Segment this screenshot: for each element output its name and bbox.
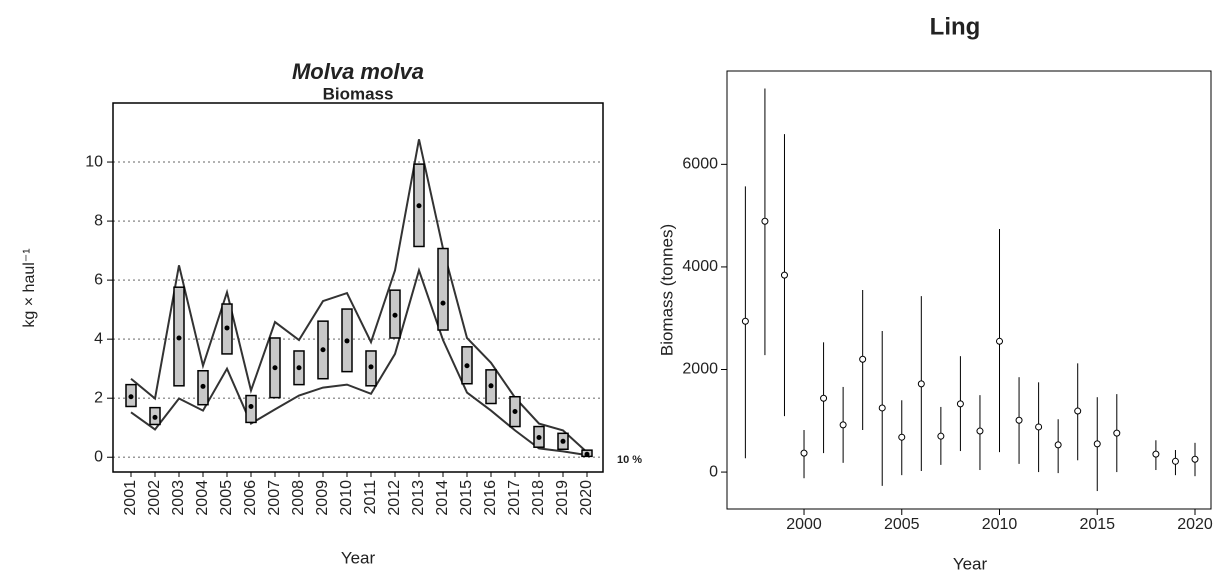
x-tick-label: 2015	[458, 480, 475, 516]
y-tick-label: 4	[94, 330, 103, 347]
point	[584, 451, 590, 457]
plot-frame	[726, 70, 1212, 510]
point	[176, 335, 182, 341]
point	[416, 203, 422, 209]
point	[780, 271, 788, 279]
x-tick-label: 2013	[410, 480, 427, 516]
x-tick-label: 2004	[194, 480, 211, 516]
upper-line	[130, 139, 588, 453]
point	[440, 300, 446, 306]
x-tick-label: 2019	[554, 480, 571, 516]
x-tick-label: 2010	[338, 480, 355, 516]
point	[488, 383, 494, 389]
point	[128, 394, 134, 400]
point	[1171, 457, 1179, 465]
x-tick-label: 2011	[362, 480, 379, 515]
x-tick-label: 2002	[146, 480, 163, 516]
x-tick-label: 2016	[482, 480, 499, 516]
x-tick-label: 2018	[530, 480, 547, 516]
y-tick-label: 6	[94, 271, 103, 288]
x-tick-label: 2015	[1079, 516, 1115, 533]
y-tick-label: 2	[94, 389, 103, 406]
point	[956, 400, 964, 408]
x-axis-label: Year	[341, 548, 376, 567]
point	[1074, 407, 1082, 415]
point	[917, 380, 925, 388]
point	[464, 363, 470, 369]
point	[224, 325, 230, 331]
x-tick-label: 2000	[786, 516, 822, 533]
y-tick-label: 10	[85, 153, 103, 170]
x-tick-label: 2014	[434, 480, 451, 516]
x-tick-label: 2005	[218, 480, 235, 516]
box	[245, 394, 257, 424]
point	[320, 347, 326, 353]
point	[272, 365, 278, 371]
chart-subtitle: Biomass	[323, 84, 394, 103]
point	[1191, 455, 1199, 463]
point	[1152, 450, 1160, 458]
point	[937, 432, 945, 440]
point	[392, 312, 398, 318]
point	[878, 404, 886, 412]
point	[152, 414, 158, 420]
x-tick-label: 2001	[122, 480, 139, 516]
y-axis-label: Biomass (tonnes)	[657, 224, 676, 356]
x-tick-label: 2006	[242, 480, 259, 516]
plot-frame	[112, 102, 604, 473]
point	[368, 364, 374, 370]
point	[344, 338, 350, 344]
point	[1054, 441, 1062, 449]
x-tick-label: 2020	[1177, 516, 1213, 533]
x-tick-label: 2008	[290, 480, 307, 516]
point	[761, 217, 769, 225]
x-tick-label: 2007	[266, 480, 283, 516]
point	[741, 317, 749, 325]
y-tick-label: 6000	[682, 156, 718, 173]
x-tick-label: 2009	[314, 480, 331, 516]
lower-line	[130, 267, 588, 457]
annotation: 10 %	[617, 454, 642, 466]
x-tick-label: 2010	[982, 516, 1018, 533]
y-axis-label: kg × haul⁻¹	[21, 248, 38, 327]
y-tick-label: 2000	[682, 361, 718, 378]
point	[898, 433, 906, 441]
chart-title: Ling	[930, 13, 981, 40]
point	[512, 408, 518, 414]
point	[1113, 429, 1121, 437]
y-tick-label: 0	[94, 448, 103, 465]
point	[536, 434, 542, 440]
point	[820, 394, 828, 402]
x-axis-label: Year	[953, 554, 988, 573]
point	[800, 449, 808, 457]
point	[560, 438, 566, 444]
x-tick-label: 2003	[170, 480, 187, 516]
point	[839, 421, 847, 429]
point	[1035, 423, 1043, 431]
point	[1093, 440, 1101, 448]
y-tick-label: 8	[94, 212, 103, 229]
x-tick-label: 2020	[578, 480, 595, 516]
point	[859, 355, 867, 363]
chart-title: Molva molva	[292, 59, 424, 84]
y-tick-label: 0	[709, 463, 718, 480]
box	[437, 247, 449, 331]
x-tick-label: 2012	[386, 480, 403, 516]
y-tick-label: 4000	[682, 258, 718, 275]
point	[1015, 416, 1023, 424]
point	[248, 403, 254, 409]
point	[996, 337, 1004, 345]
x-tick-label: 2017	[506, 480, 523, 516]
point	[200, 383, 206, 389]
point	[976, 427, 984, 435]
point	[296, 365, 302, 371]
x-tick-label: 2005	[884, 516, 920, 533]
